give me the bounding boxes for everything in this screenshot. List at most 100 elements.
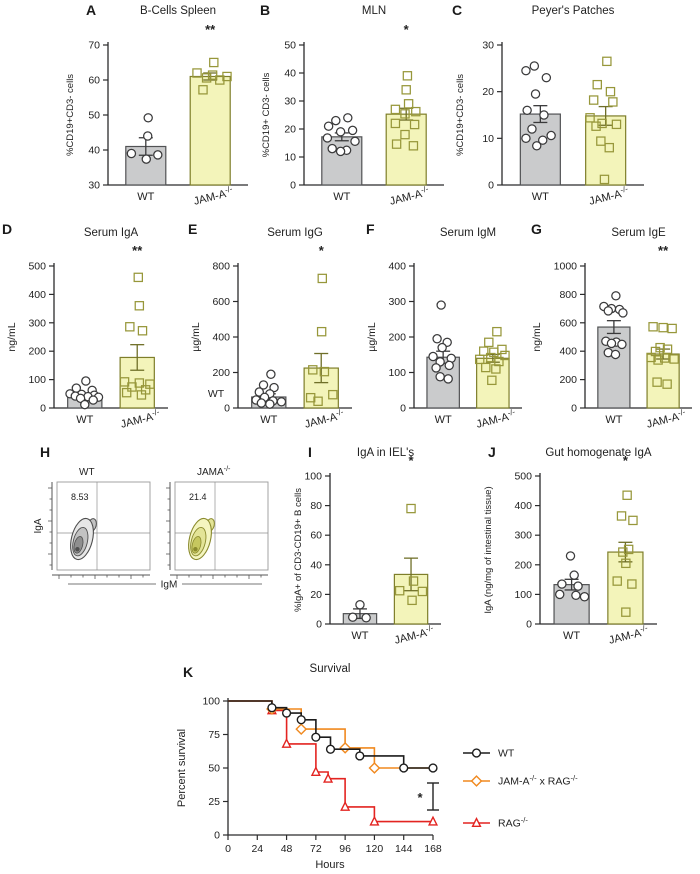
data-point: [215, 75, 225, 85]
survival-marker: [295, 723, 308, 736]
data-point: [136, 390, 147, 400]
panel-K: Survival 0 25 50 75 100 0 24 48 72 96 120 144 168 Perc…: [130, 656, 700, 874]
survival-marker: [281, 737, 292, 748]
survival-marker: [311, 732, 321, 742]
data-point: [610, 349, 621, 360]
data-point: [436, 300, 446, 310]
bar-JAM-A-/-: [385, 113, 427, 186]
gate-value: 21.4: [189, 492, 207, 502]
data-point: [527, 124, 537, 134]
panel-F-svg: Serum IgM 0 100 200 300 400 µg/mL WT JAM-A-/-: [366, 227, 522, 431]
data-point: [652, 377, 662, 387]
data-point: [491, 364, 501, 374]
data-point: [557, 579, 567, 589]
x-tick-label: 144: [395, 843, 413, 855]
data-point: [500, 350, 510, 361]
chart-title: B-Cells Spleen: [140, 5, 216, 17]
survival-marker: [323, 772, 334, 783]
significance-stars: **: [658, 243, 669, 258]
data-point: [628, 515, 638, 526]
data-point: [153, 150, 163, 160]
y-tick-label: 0: [571, 403, 577, 415]
data-point: [127, 382, 137, 392]
data-point: [653, 355, 663, 365]
y-tick-label: 100: [514, 589, 532, 601]
y-tick-label: 0: [400, 403, 406, 415]
y-tick-label: 10: [284, 152, 296, 164]
stray-label: WT: [208, 388, 225, 400]
x-tick-label: JAM-A-/-: [388, 184, 431, 208]
x-tick-label: WT: [333, 191, 350, 203]
data-point: [494, 356, 504, 367]
data-point: [616, 511, 627, 521]
y-tick-label: 75: [208, 729, 220, 741]
data-point: [646, 352, 656, 363]
data-point: [350, 136, 360, 147]
panel-D-svg: Serum IgA 0 100 200 300 400 500 ng/mL WT JAM-A-/-…: [6, 227, 168, 431]
data-point: [662, 379, 672, 389]
data-point: [125, 322, 135, 332]
y-tick-label: 400: [559, 346, 577, 358]
data-point: [406, 503, 416, 514]
x-tick-label: JAM-A-/-: [303, 407, 346, 431]
survival-marker: [296, 715, 306, 725]
x-tick-label: 48: [281, 843, 293, 855]
data-point: [571, 590, 581, 601]
survival-marker: [355, 751, 365, 761]
y-axis-label: ng/mL: [6, 322, 18, 351]
data-point: [408, 141, 419, 151]
y-tick-label: 20: [482, 86, 494, 98]
y-tick-label: 0: [224, 403, 230, 415]
gate-value: 8.53: [71, 492, 89, 502]
y-tick-label: 200: [28, 346, 46, 358]
chart-title: MLN: [362, 5, 386, 17]
data-point: [532, 141, 542, 151]
data-point: [328, 389, 338, 400]
x-tick-label: WT: [563, 630, 580, 642]
y-axis-label: µg/mL: [366, 322, 378, 352]
data-point: [316, 326, 327, 337]
y-tick-label: 80: [310, 500, 322, 512]
y-tick-label: 200: [559, 374, 577, 386]
x-tick-label: JAM-A-/-: [587, 184, 630, 208]
data-point: [541, 72, 552, 83]
y-axis-label: %CD19+CD3- cells: [455, 74, 466, 156]
data-point: [604, 142, 614, 153]
data-point: [484, 337, 494, 348]
x-tick-label: JAM-A-/-: [192, 184, 235, 208]
y-tick-label: 0: [290, 180, 296, 192]
panel-A: B-Cells Spleen 30 40 50 60 70 %CD19+CD3- cells…: [60, 0, 258, 216]
y-tick-label: 25: [208, 796, 220, 808]
panel-G: Serum IgE 0 200 400 600 800 1000 ng/mL WT JAM-A-/…: [527, 222, 700, 436]
x-tick-label: JAM-A-/-: [119, 407, 162, 431]
y-axis-label: Percent survival: [176, 729, 188, 807]
panel-B: MLN 0 10 20 30 40 50 %CD19+ CD3- cells WT JAM-A-/…: [256, 0, 454, 216]
survival-marker: [428, 763, 438, 773]
y-axis-label: IgA (ng/mg of intestinal tissue): [483, 486, 494, 613]
data-point: [621, 558, 631, 569]
x-tick-label: WT: [76, 414, 93, 426]
y-tick-label: 500: [514, 471, 532, 483]
data-point: [335, 127, 346, 137]
data-point: [81, 376, 91, 386]
data-point: [623, 544, 634, 555]
bar-JAM-A-/-: [189, 75, 231, 186]
x-tick-label: WT: [260, 414, 277, 426]
y-tick-label: 800: [212, 261, 230, 273]
data-point: [428, 351, 438, 362]
legend-label: RAG-/-: [498, 816, 528, 830]
panel-J-svg: Gut homogenate IgA 0 100 200 300 400 500 IgA (n…: [483, 447, 657, 647]
flow-plot-title: JAMA-/-: [197, 464, 231, 478]
data-point: [530, 89, 541, 99]
survival-marker: [340, 800, 351, 811]
flow-plot-frame: [56, 481, 151, 571]
panel-D: Serum IgA 0 100 200 300 400 500 ng/mL WT JAM-A-/-…: [2, 222, 180, 436]
panel-letter-B: B: [260, 2, 271, 18]
data-point: [80, 399, 90, 410]
data-point: [133, 272, 144, 283]
data-point: [605, 86, 616, 97]
x-tick-label: 0: [225, 843, 231, 855]
data-point: [611, 119, 622, 130]
data-point: [435, 372, 445, 382]
